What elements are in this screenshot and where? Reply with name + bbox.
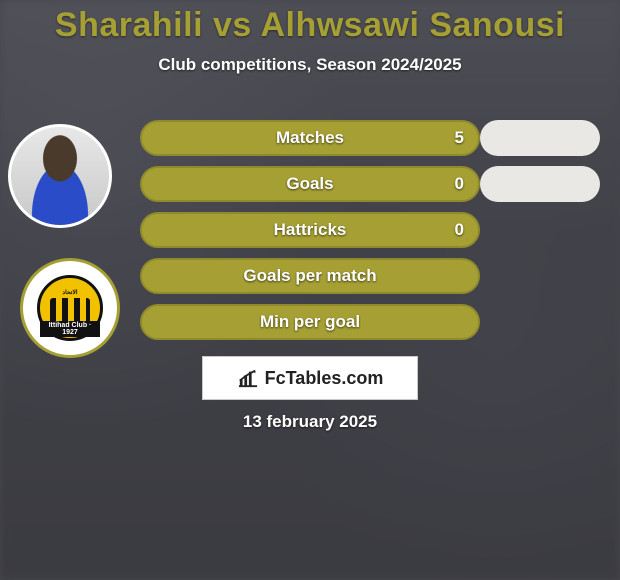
watermark[interactable]: FcTables.com <box>202 356 418 400</box>
stat-label: Matches <box>142 128 478 148</box>
stat-left-value: 0 <box>455 220 464 240</box>
club-badge-top-text: الاتحاد <box>62 290 77 296</box>
stat-left-value: 5 <box>455 128 464 148</box>
club-badge-inner: الاتحاد Ittihad Club · 1927 <box>31 269 109 347</box>
stat-left-value: 0 <box>455 174 464 194</box>
club-year: 1927 <box>62 329 78 336</box>
player2-club-badge: الاتحاد Ittihad Club · 1927 <box>20 258 120 358</box>
club-badge-bottom-text: Ittihad Club · 1927 <box>40 321 100 337</box>
date-label: 13 february 2025 <box>0 412 620 432</box>
stat-label: Hattricks <box>142 220 478 240</box>
stat-pill-left: Goals per match <box>140 258 480 294</box>
stat-pill-left: Matches5 <box>140 120 480 156</box>
club-name: Ittihad Club <box>49 322 88 329</box>
bar-chart-icon <box>237 368 259 388</box>
player1-avatar <box>8 124 112 228</box>
subtitle: Club competitions, Season 2024/2025 <box>0 55 620 75</box>
stat-pill-left: Hattricks0 <box>140 212 480 248</box>
stat-pill-left: Goals0 <box>140 166 480 202</box>
stat-label: Goals per match <box>142 266 478 286</box>
player1-avatar-image <box>11 127 109 225</box>
stat-pill-right <box>480 120 600 156</box>
page-title: Sharahili vs Alhwsawi Sanousi <box>0 0 620 45</box>
stat-label: Min per goal <box>142 312 478 332</box>
watermark-text: FcTables.com <box>265 368 384 389</box>
stat-label: Goals <box>142 174 478 194</box>
stat-pill-left: Min per goal <box>140 304 480 340</box>
club-shield: الاتحاد Ittihad Club · 1927 <box>37 275 103 341</box>
stat-pill-right <box>480 166 600 202</box>
